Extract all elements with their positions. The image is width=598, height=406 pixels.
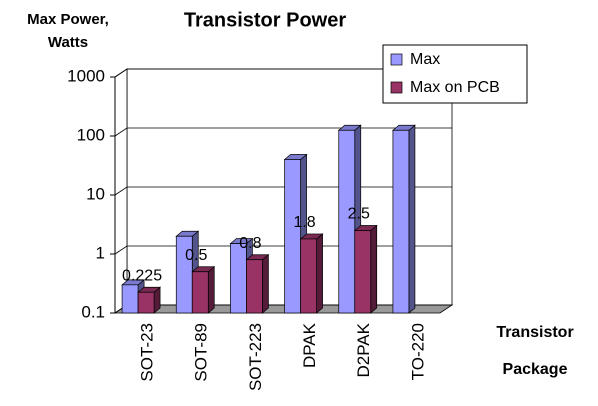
bar — [353, 224, 378, 314]
legend-box — [382, 44, 528, 104]
bar — [137, 286, 162, 314]
legend-swatch — [390, 53, 403, 66]
data-label: 1.8 — [293, 214, 315, 231]
bar-side — [207, 266, 215, 314]
bar — [391, 124, 416, 314]
legend: Max Max on PCB — [382, 44, 528, 104]
legend-label: Max on PCB — [410, 79, 500, 96]
chart-title: Transistor Power — [184, 9, 346, 31]
data-label: 0.225 — [122, 267, 162, 284]
bar-front — [246, 259, 263, 314]
bar — [245, 253, 270, 314]
data-label: 2.5 — [348, 206, 370, 223]
bar — [299, 233, 324, 314]
y-tick-label: 100 — [77, 125, 105, 144]
bar-front — [191, 271, 209, 314]
y-tick-label: 0.1 — [81, 302, 105, 321]
legend-label: Max — [410, 51, 440, 68]
x-axis-label: Package — [503, 361, 568, 378]
x-tick-label: SOT-223 — [246, 323, 265, 391]
data-label: 0.8 — [239, 235, 261, 252]
bar-front — [121, 284, 139, 314]
bar-side — [262, 253, 269, 314]
legend-swatch — [390, 81, 403, 94]
bar-side — [316, 233, 323, 314]
bar-front — [392, 129, 410, 314]
x-tick-label: DPAK — [300, 322, 319, 368]
data-label: 0.5 — [185, 247, 207, 264]
bar — [175, 230, 200, 314]
bar-side — [408, 124, 416, 314]
y-axis-label: Max Power, — [27, 11, 109, 28]
bar-front — [354, 230, 372, 314]
bar-front — [300, 238, 317, 314]
bar-front — [137, 291, 155, 314]
x-tick-label: D2PAK — [354, 322, 373, 377]
y-tick-label: 1 — [96, 243, 105, 262]
bar-front — [230, 243, 247, 314]
x-tick-label: TO-220 — [408, 323, 427, 380]
grid-line — [114, 68, 452, 78]
y-tick-label: 1000 — [67, 66, 105, 85]
x-tick-label: SOT-89 — [192, 323, 211, 382]
bar-front — [284, 159, 301, 314]
x-axis-label: Transistor — [496, 324, 573, 341]
bar-side — [370, 224, 378, 314]
bar-front — [338, 129, 356, 314]
y-axis-label: Watts — [48, 34, 88, 51]
x-tick-label: SOT-23 — [138, 323, 157, 382]
y-tick-label: 10 — [86, 184, 105, 203]
bar — [191, 266, 216, 314]
